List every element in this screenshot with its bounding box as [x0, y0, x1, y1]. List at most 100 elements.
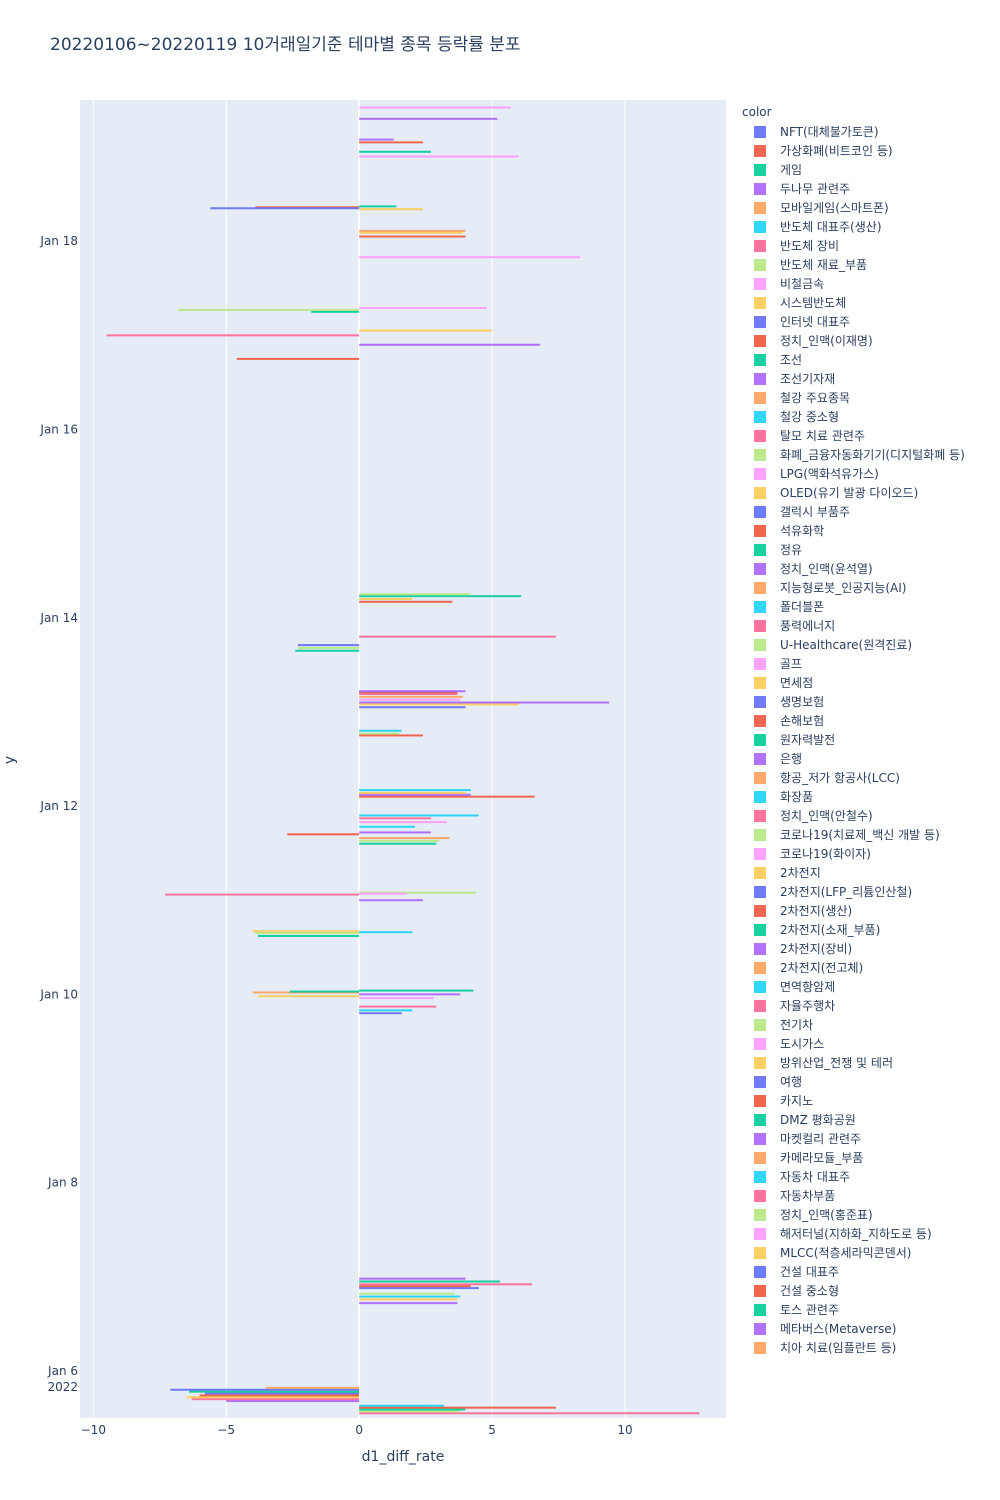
legend-item[interactable]: 토스 관련주 [742, 1300, 965, 1319]
legend-item[interactable]: 2차전지 [742, 863, 965, 882]
legend-item[interactable]: 반도체 재료_부품 [742, 255, 965, 274]
legend-label: 마켓컬리 관련주 [780, 1132, 862, 1146]
legend-label: 자동차 대표주 [780, 1170, 851, 1184]
bar [188, 1390, 360, 1393]
bar [199, 1394, 360, 1397]
legend-item[interactable]: 인터넷 대표주 [742, 312, 965, 331]
legend-item[interactable]: 자동차부품 [742, 1186, 965, 1205]
legend-item[interactable]: 게임 [742, 160, 965, 179]
legend-item[interactable]: 도시가스 [742, 1034, 965, 1053]
legend-item[interactable]: 반도체 대표주(생산) [742, 217, 965, 236]
legend-item[interactable]: 정유 [742, 540, 965, 559]
legend-item[interactable]: 면세점 [742, 673, 965, 692]
legend-item[interactable]: 손해보험 [742, 711, 965, 730]
legend-item[interactable]: 철강 중소형 [742, 407, 965, 426]
legend-item[interactable]: 코로나19(치료제_백신 개발 등) [742, 825, 965, 844]
legend-item[interactable]: 석유화학 [742, 521, 965, 540]
legend-item[interactable]: 은행 [742, 749, 965, 768]
legend-label: 은행 [780, 752, 803, 766]
legend-item[interactable]: 건설 중소형 [742, 1281, 965, 1300]
legend-item[interactable]: 화장품 [742, 787, 965, 806]
legend-item[interactable]: 반도체 장비 [742, 236, 965, 255]
legend-item[interactable]: 메타버스(Metaverse) [742, 1319, 965, 1338]
bar [359, 839, 439, 842]
legend-label: NFT(대체불가토큰) [780, 125, 879, 139]
legend-item[interactable]: 2차전지(생산) [742, 901, 965, 920]
legend-item[interactable]: 모바일게임(스마트폰) [742, 198, 965, 217]
legend-item[interactable]: 카지노 [742, 1091, 965, 1110]
legend-item[interactable]: 조선기자재 [742, 369, 965, 388]
legend-swatch [754, 1151, 766, 1164]
x-tick-label: −10 [81, 1423, 106, 1437]
legend-item[interactable]: 정치_인맥(윤석열) [742, 559, 965, 578]
legend-item[interactable]: 지능형로봇_인공지능(AI) [742, 578, 965, 597]
legend-item[interactable]: 시스템반도체 [742, 293, 965, 312]
legend-swatch [754, 1113, 766, 1126]
legend-item[interactable]: 두나무 관련주 [742, 179, 965, 198]
legend-item[interactable]: 탈모 치료 관련주 [742, 426, 965, 445]
legend-swatch [754, 486, 766, 499]
legend-item[interactable]: 코로나19(화이자) [742, 844, 965, 863]
legend-swatch [754, 201, 766, 214]
legend-item[interactable]: U-Healthcare(원격진료) [742, 635, 965, 654]
legend-item[interactable]: OLED(유기 발광 다이오드) [742, 483, 965, 502]
legend-swatch [754, 353, 766, 366]
legend-item[interactable]: 건설 대표주 [742, 1262, 965, 1281]
legend-label: 항공_저가 항공사(LCC) [780, 771, 900, 785]
legend-item[interactable]: 2차전지(LFP_리튬인산철) [742, 882, 965, 901]
bar [359, 1009, 413, 1012]
legend-item[interactable]: 자동차 대표주 [742, 1167, 965, 1186]
legend-label: LPG(액화석유가스) [780, 467, 879, 481]
legend-item[interactable]: 화폐_금융자동화기기(디지털화폐 등) [742, 445, 965, 464]
legend-label: 2차전지 [780, 866, 821, 880]
legend-item[interactable]: 폴더블폰 [742, 597, 965, 616]
legend-item[interactable]: 마켓컬리 관련주 [742, 1129, 965, 1148]
legend-item[interactable]: 방위산업_전쟁 및 테러 [742, 1053, 965, 1072]
legend-item[interactable]: 정치_인맥(홍준표) [742, 1205, 965, 1224]
legend-item[interactable]: 전기차 [742, 1015, 965, 1034]
legend-item[interactable]: 원자력발전 [742, 730, 965, 749]
bar [297, 644, 360, 647]
legend-item[interactable]: 정치_인맥(안철수) [742, 806, 965, 825]
legend-item[interactable]: 면역항암제 [742, 977, 965, 996]
legend-label: 자율주행차 [780, 999, 836, 1013]
legend-item[interactable]: 갤럭시 부품주 [742, 502, 965, 521]
legend-label: 자동차부품 [780, 1189, 836, 1203]
legend-item[interactable]: 항공_저가 항공사(LCC) [742, 768, 965, 787]
legend-item[interactable]: 조선 [742, 350, 965, 369]
legend-item[interactable]: 철강 주요종목 [742, 388, 965, 407]
y-tick-label: Jan 14 [39, 611, 78, 625]
legend-item[interactable]: 카메라모듈_부품 [742, 1148, 965, 1167]
legend-item[interactable]: 여행 [742, 1072, 965, 1091]
legend-swatch [754, 277, 766, 290]
legend-item[interactable]: 치아 치료(임플란트 등) [742, 1338, 965, 1357]
legend-item[interactable]: 골프 [742, 654, 965, 673]
legend-item[interactable]: 풍력에너지 [742, 616, 965, 635]
legend-item[interactable]: 해저터널(지하화_지하도로 등) [742, 1224, 965, 1243]
legend-item[interactable]: 가상화폐(비트코인 등) [742, 141, 965, 160]
legend-item[interactable]: 비철금속 [742, 274, 965, 293]
x-tick-label: −5 [217, 1423, 235, 1437]
legend-item[interactable]: 2차전지(장비) [742, 939, 965, 958]
legend-swatch [754, 1284, 766, 1297]
bar [359, 1280, 501, 1283]
legend-item[interactable]: MLCC(적층세라믹콘덴서) [742, 1243, 965, 1262]
legend-item[interactable]: 생명보험 [742, 692, 965, 711]
legend-label: 면세점 [780, 676, 814, 690]
bar [170, 1388, 360, 1391]
x-tick-label: 0 [355, 1423, 363, 1437]
legend-item[interactable]: NFT(대체불가토큰) [742, 122, 965, 141]
legend-item[interactable]: 정치_인맥(이재명) [742, 331, 965, 350]
legend-label: 코로나19(치료제_백신 개발 등) [780, 828, 940, 842]
legend-item[interactable]: 2차전지(전고체) [742, 958, 965, 977]
legend-item[interactable]: DMZ 평화공원 [742, 1110, 965, 1129]
legend-swatch [754, 885, 766, 898]
bar [359, 593, 471, 596]
legend-label: 정치_인맥(윤석열) [780, 562, 873, 576]
legend-swatch [754, 372, 766, 385]
chart-title: 20220106~20220119 10거래일기준 테마별 종목 등락률 분포 [50, 35, 521, 55]
legend-item[interactable]: 자율주행차 [742, 996, 965, 1015]
legend-item[interactable]: LPG(액화석유가스) [742, 464, 965, 483]
y-tick-label: Jan 10 [39, 987, 78, 1001]
legend-item[interactable]: 2차전지(소재_부품) [742, 920, 965, 939]
